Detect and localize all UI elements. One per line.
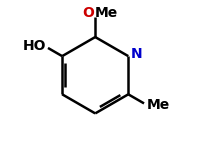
Text: O: O [82, 5, 94, 19]
Text: N: N [130, 47, 142, 61]
Text: Me: Me [94, 5, 117, 19]
Text: Me: Me [146, 98, 169, 112]
Text: HO: HO [23, 39, 46, 53]
